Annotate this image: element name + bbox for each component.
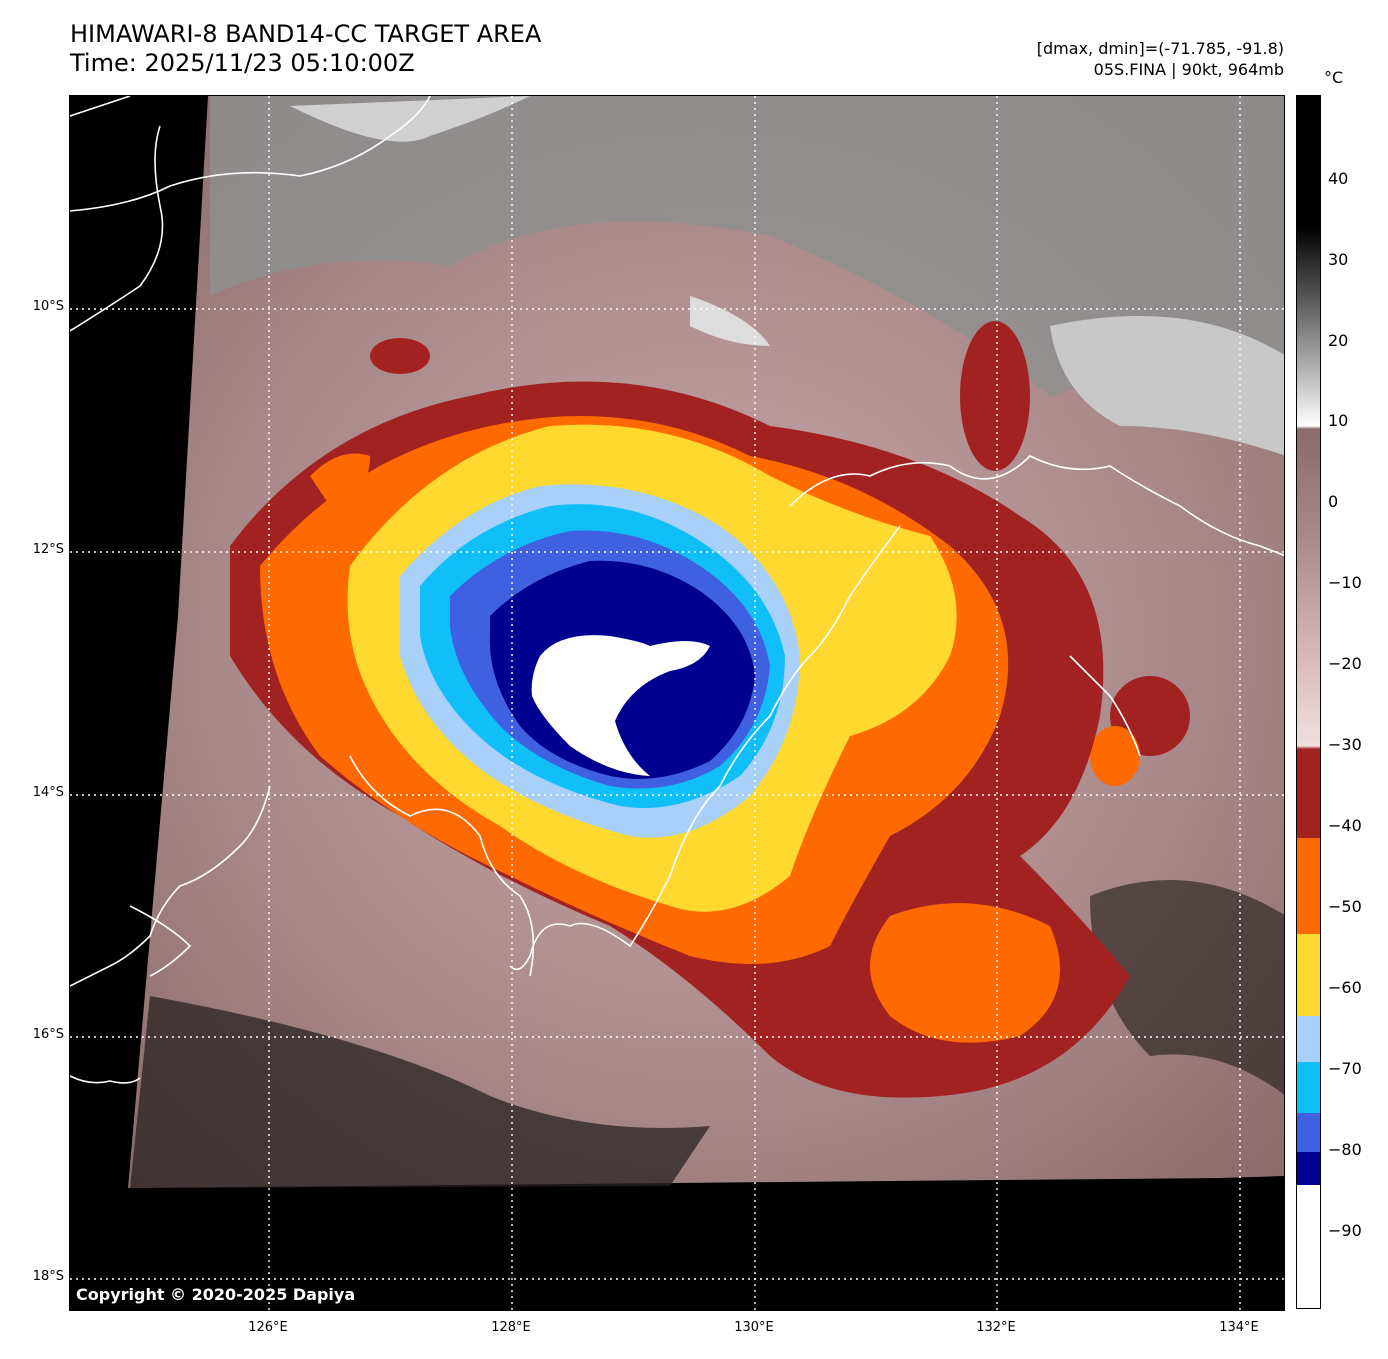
lon-label-128e: 128°E	[491, 1320, 531, 1335]
colorbar-label: −90	[1328, 1221, 1362, 1240]
colorbar-label: −40	[1328, 816, 1362, 835]
colorbar-label: 20	[1328, 331, 1349, 350]
lon-label-130e: 130°E	[734, 1320, 774, 1335]
colorbar-label: −80	[1328, 1140, 1362, 1159]
colorbar-label: 40	[1328, 169, 1349, 188]
southern-dark-area	[130, 996, 710, 1188]
info-line-1: [dmax, dmin]=(-71.785, -91.8)	[1036, 39, 1284, 58]
satellite-map: Copyright © 2020-2025 Dapiya	[69, 95, 1285, 1311]
chart-title: HIMAWARI-8 BAND14-CC TARGET AREA Time: 2…	[70, 20, 541, 78]
coastlines	[70, 96, 1284, 1084]
satellite-image	[70, 96, 1284, 1310]
lat-label-12s: 12°S	[32, 542, 64, 557]
colorbar-label: −60	[1328, 978, 1362, 997]
info-line-2: 05S.FINA | 90kt, 964mb	[1093, 60, 1284, 79]
colorbar	[1296, 95, 1321, 1309]
lat-label-14s: 14°S	[32, 785, 64, 800]
colorbar-label: −70	[1328, 1059, 1362, 1078]
title-line-2: Time: 2025/11/23 05:10:00Z	[70, 49, 415, 77]
copyright-text: Copyright © 2020-2025 Dapiya	[76, 1285, 356, 1304]
graticule	[70, 96, 1284, 1310]
colorbar-label: 10	[1328, 411, 1349, 430]
storm-info: [dmax, dmin]=(-71.785, -91.8) 05S.FINA |…	[1037, 38, 1284, 80]
colorbar-label: 0	[1328, 492, 1339, 511]
colorbar-unit: °C	[1324, 68, 1344, 87]
title-line-1: HIMAWARI-8 BAND14-CC TARGET AREA	[70, 20, 542, 48]
lat-label-10s: 10°S	[32, 299, 64, 314]
lon-label-126e: 126°E	[248, 1320, 288, 1335]
lon-label-134e: 134°E	[1219, 1320, 1259, 1335]
colorbar-label: −20	[1328, 654, 1362, 673]
coldest-cloud-tops	[531, 635, 710, 776]
lat-label-18s: 18°S	[32, 1269, 64, 1284]
colorbar-label: −30	[1328, 735, 1362, 754]
colorbar-label: −50	[1328, 897, 1362, 916]
colorbar-label: −10	[1328, 573, 1362, 592]
lon-label-132e: 132°E	[976, 1320, 1016, 1335]
colorbar-label: 30	[1328, 250, 1349, 269]
lat-label-16s: 16°S	[32, 1027, 64, 1042]
